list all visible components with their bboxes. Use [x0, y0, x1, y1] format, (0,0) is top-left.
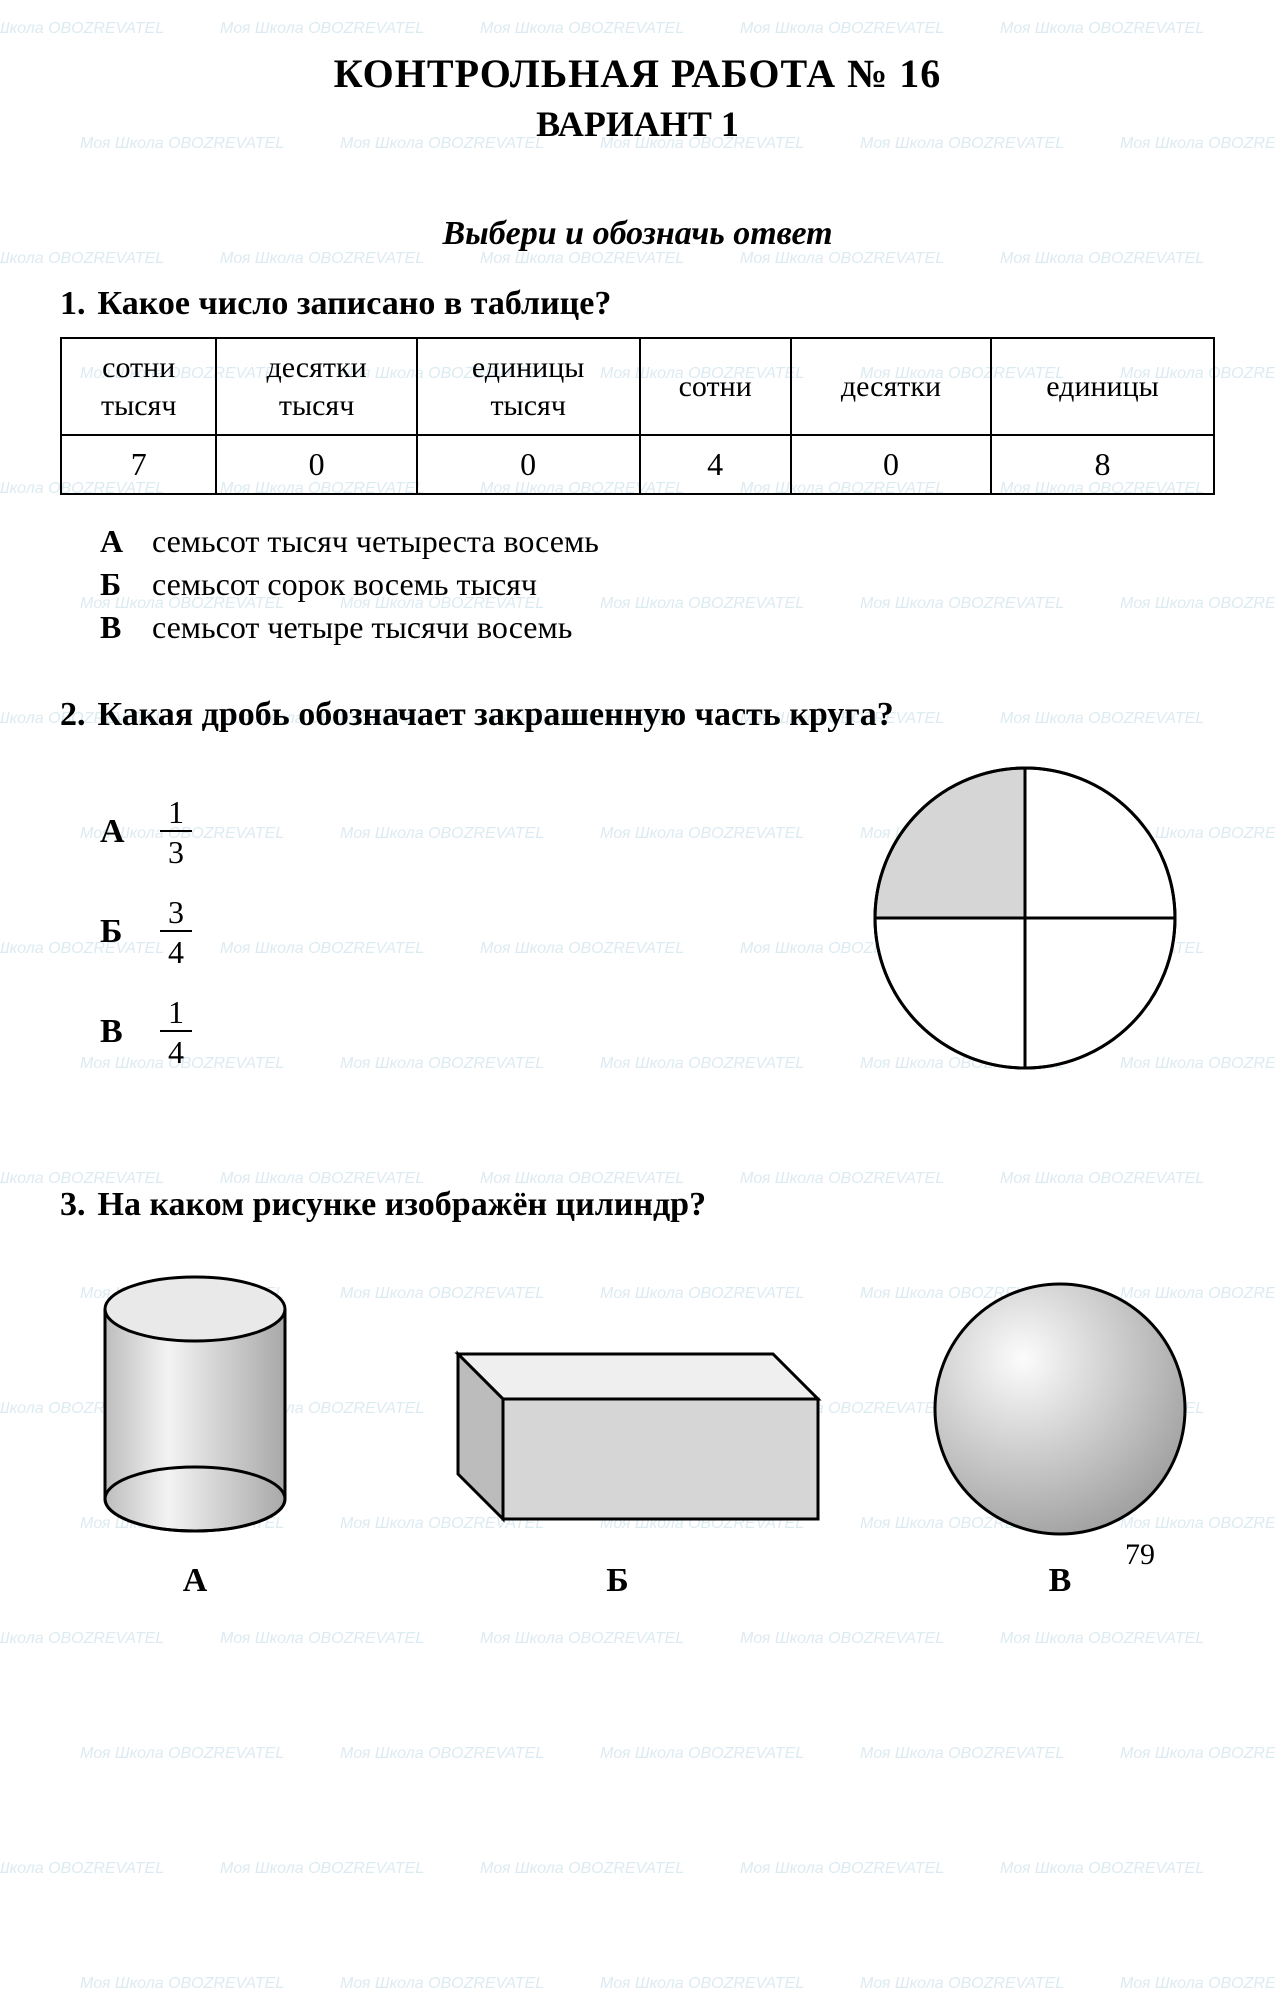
q1-td-3: 4: [640, 435, 791, 494]
page-subtitle: ВАРИАНТ 1: [60, 103, 1215, 145]
cuboid-icon: [403, 1304, 833, 1544]
q2-text: Какая дробь обозначает закрашенную часть…: [98, 696, 894, 734]
cylinder-icon: [80, 1264, 310, 1544]
q1-heading: 1. Какое число записано в таблице?: [60, 285, 1215, 323]
q2-option-c[interactable]: В 1 4: [100, 996, 192, 1068]
q1-number: 1.: [60, 285, 86, 323]
q1-td-5: 8: [991, 435, 1214, 494]
q1-option-c-text: семьсот четыре тысячи восемь: [152, 609, 572, 646]
q1-th-4: десятки: [791, 338, 991, 435]
q2-option-b[interactable]: Б 3 4: [100, 896, 192, 968]
q1-th-3: сотни: [640, 338, 791, 435]
q2-option-b-letter: Б: [100, 913, 160, 951]
q2-option-b-fraction: 3 4: [160, 896, 192, 968]
q3-text: На каком рисунке изображён цилиндр?: [98, 1186, 707, 1224]
q1-text: Какое число записано в таблице?: [98, 285, 612, 323]
q1-table-header-row: сотни тысяч десятки тысяч единицы тысяч …: [61, 338, 1214, 435]
q1-option-a-letter: А: [100, 523, 152, 560]
q1-table: сотни тысяч десятки тысяч единицы тысяч …: [60, 337, 1215, 495]
q3-heading: 3. На каком рисунке изображён цилиндр?: [60, 1186, 1215, 1224]
q3-shape-b-label: Б: [606, 1562, 628, 1600]
q1-th-1: десятки тысяч: [216, 338, 416, 435]
q3-shape-a[interactable]: А: [80, 1264, 310, 1600]
page-number: 79: [1125, 1538, 1155, 1572]
q2-heading: 2. Какая дробь обозначает закрашенную ча…: [60, 696, 1215, 734]
q2-pie-diagram: [865, 758, 1185, 1083]
q1-th-2: единицы тысяч: [417, 338, 640, 435]
q2-option-a-fraction: 1 3: [160, 796, 192, 868]
q2-options: А 1 3 Б 3 4 В 1 4: [100, 768, 192, 1096]
q2-body: А 1 3 Б 3 4 В 1 4: [60, 748, 1215, 1096]
page-title: КОНТРОЛЬНАЯ РАБОТА № 16: [60, 50, 1215, 97]
q3-shape-b[interactable]: Б: [403, 1304, 833, 1600]
q1-option-c-letter: В: [100, 609, 152, 646]
q1-td-0: 7: [61, 435, 216, 494]
pie-icon: [865, 758, 1185, 1078]
q1-options: А семьсот тысяч четыреста восемь Б семьс…: [100, 523, 1215, 646]
sphere-icon: [925, 1274, 1195, 1544]
q2-option-a[interactable]: А 1 3: [100, 796, 192, 868]
q2-option-a-letter: А: [100, 813, 160, 851]
q1-option-c[interactable]: В семьсот четыре тысячи восемь: [100, 609, 1215, 646]
q3-shape-a-label: А: [183, 1562, 208, 1600]
page-content: КОНТРОЛЬНАЯ РАБОТА № 16 ВАРИАНТ 1 Выбери…: [60, 50, 1215, 1600]
instruction-text: Выбери и обозначь ответ: [60, 215, 1215, 253]
q2-number: 2.: [60, 696, 86, 734]
q2-option-c-fraction: 1 4: [160, 996, 192, 1068]
q1-th-0: сотни тысяч: [61, 338, 216, 435]
q3-shape-c-label: В: [1049, 1562, 1072, 1600]
q1-td-1: 0: [216, 435, 416, 494]
q1-option-a-text: семьсот тысяч четыреста восемь: [152, 523, 599, 560]
q2-option-c-letter: В: [100, 1013, 160, 1051]
q1-td-4: 0: [791, 435, 991, 494]
q1-option-b-text: семьсот сорок восемь тысяч: [152, 566, 537, 603]
q3-number: 3.: [60, 1186, 86, 1224]
q1-option-b-letter: Б: [100, 566, 152, 603]
q1-option-b[interactable]: Б семьсот сорок восемь тысяч: [100, 566, 1215, 603]
q3-shapes-row: А Б В: [60, 1264, 1215, 1600]
q1-option-a[interactable]: А семьсот тысяч четыреста восемь: [100, 523, 1215, 560]
q1-table-value-row: 7 0 0 4 0 8: [61, 435, 1214, 494]
q1-th-5: единицы: [991, 338, 1214, 435]
q1-td-2: 0: [417, 435, 640, 494]
